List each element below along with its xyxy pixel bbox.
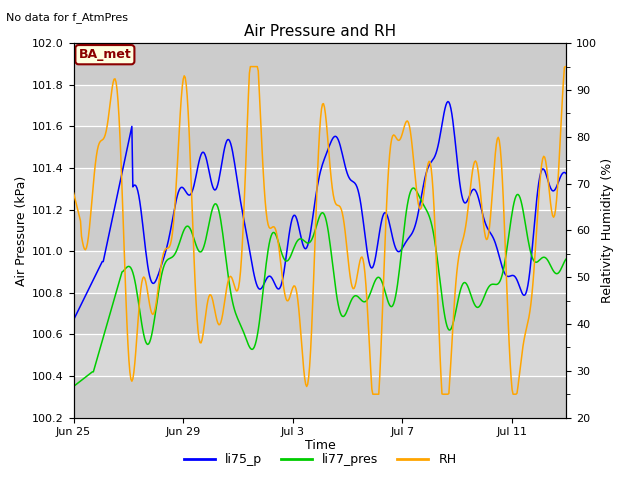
Bar [74, 85, 566, 126]
Y-axis label: Air Pressure (kPa): Air Pressure (kPa) [15, 175, 28, 286]
Bar [74, 293, 566, 335]
Y-axis label: Relativity Humidity (%): Relativity Humidity (%) [602, 158, 614, 303]
Bar [74, 168, 566, 210]
Bar [74, 251, 566, 293]
Bar [74, 376, 566, 418]
X-axis label: Time: Time [305, 439, 335, 452]
Title: Air Pressure and RH: Air Pressure and RH [244, 24, 396, 39]
Text: BA_met: BA_met [79, 48, 131, 61]
Bar [74, 335, 566, 376]
Bar [74, 210, 566, 251]
Bar [74, 43, 566, 85]
Bar [74, 126, 566, 168]
Text: No data for f_AtmPres: No data for f_AtmPres [6, 12, 129, 23]
Legend: li75_p, li77_pres, RH: li75_p, li77_pres, RH [179, 448, 461, 471]
